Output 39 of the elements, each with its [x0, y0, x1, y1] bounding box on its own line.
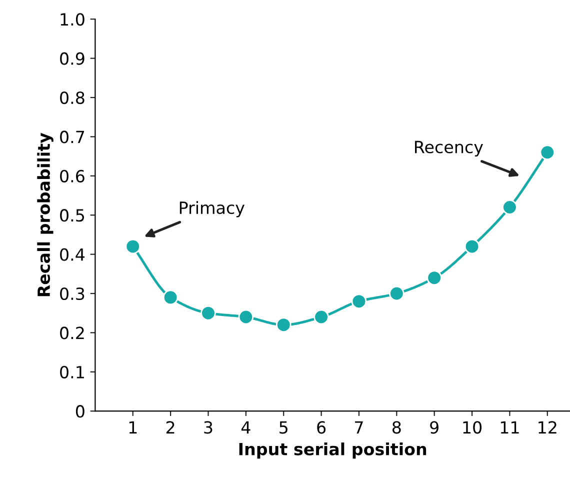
x-tick-label: 8 [392, 421, 401, 434]
x-tick-label: 11 [500, 421, 519, 434]
y-tick-label: 0.7 [60, 130, 84, 144]
x-tick-label: 4 [241, 421, 250, 434]
annotation: Primacy [180, 201, 244, 218]
y-tick-label: 0.4 [60, 248, 85, 261]
point [162, 290, 178, 306]
point [389, 286, 404, 302]
annotation: Recency [415, 140, 483, 157]
point [200, 305, 216, 321]
y-tick-label: 0.2 [60, 326, 84, 340]
y-tick-label: 0.8 [60, 91, 84, 104]
x-tick-label: 1 [129, 421, 137, 434]
y-tick-label: 0.6 [60, 170, 84, 182]
y-tick-label: 0.3 [60, 287, 84, 300]
point [426, 270, 442, 286]
x-tick-label: 9 [430, 421, 438, 434]
point [276, 317, 292, 332]
point [125, 238, 141, 254]
x-axis-title: Input serial position [239, 442, 426, 459]
point [540, 144, 556, 160]
y-tick-label: 0.9 [60, 52, 84, 65]
y-axis-title: Recall probability [37, 132, 54, 296]
point [238, 309, 254, 325]
point [351, 294, 367, 309]
y-tick-label: 0.5 [60, 209, 84, 222]
x-tick-label: 2 [166, 421, 174, 434]
point [314, 309, 329, 325]
x-tick-label: 5 [280, 421, 288, 434]
x-tick-label: 12 [538, 421, 556, 434]
x-tick-label: 3 [204, 421, 212, 434]
x-tick-label: 7 [355, 421, 363, 434]
point [502, 200, 518, 215]
y-tick-label: 0.1 [60, 366, 84, 378]
y-tick-label: 0 [76, 405, 84, 418]
x-tick-label: 6 [317, 421, 326, 434]
point [464, 238, 480, 254]
y-tick-label: 1.0 [60, 13, 84, 26]
x-tick-label: 10 [463, 421, 482, 434]
